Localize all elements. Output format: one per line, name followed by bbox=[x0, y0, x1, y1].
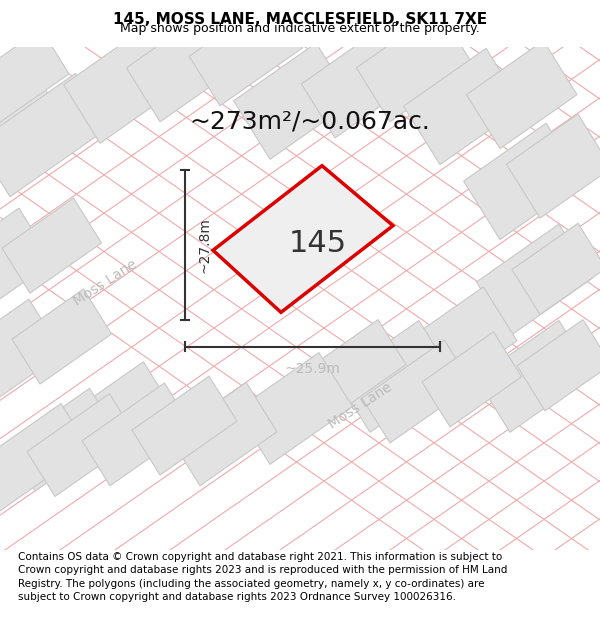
Polygon shape bbox=[236, 352, 353, 464]
Text: 145: 145 bbox=[288, 229, 346, 258]
Polygon shape bbox=[362, 340, 473, 443]
Text: Contains OS data © Crown copyright and database right 2021. This information is : Contains OS data © Crown copyright and d… bbox=[18, 552, 508, 602]
Polygon shape bbox=[2, 198, 101, 293]
Polygon shape bbox=[0, 299, 62, 411]
Polygon shape bbox=[0, 73, 109, 197]
Polygon shape bbox=[213, 166, 393, 312]
Text: Map shows position and indicative extent of the property.: Map shows position and indicative extent… bbox=[120, 22, 480, 35]
Text: ~25.9m: ~25.9m bbox=[284, 362, 340, 376]
Polygon shape bbox=[422, 332, 521, 427]
Polygon shape bbox=[64, 23, 188, 143]
Text: Moss Lane: Moss Lane bbox=[326, 380, 394, 431]
Polygon shape bbox=[27, 394, 137, 496]
Polygon shape bbox=[127, 14, 237, 122]
Polygon shape bbox=[233, 43, 353, 159]
Polygon shape bbox=[0, 404, 89, 518]
Polygon shape bbox=[404, 48, 523, 164]
Polygon shape bbox=[476, 321, 593, 432]
Text: ~273m²/~0.067ac.: ~273m²/~0.067ac. bbox=[190, 110, 430, 134]
Text: Moss Lane: Moss Lane bbox=[71, 257, 139, 308]
Polygon shape bbox=[67, 362, 177, 470]
Polygon shape bbox=[169, 382, 277, 486]
Polygon shape bbox=[12, 289, 112, 384]
Polygon shape bbox=[464, 123, 583, 239]
Polygon shape bbox=[466, 41, 577, 149]
Text: 145, MOSS LANE, MACCLESFIELD, SK11 7XE: 145, MOSS LANE, MACCLESFIELD, SK11 7XE bbox=[113, 12, 487, 27]
Polygon shape bbox=[0, 29, 69, 143]
Polygon shape bbox=[517, 319, 600, 411]
Polygon shape bbox=[7, 388, 118, 491]
Polygon shape bbox=[406, 287, 517, 395]
Polygon shape bbox=[0, 208, 53, 320]
Polygon shape bbox=[189, 0, 302, 106]
Polygon shape bbox=[0, 73, 69, 197]
Polygon shape bbox=[476, 224, 593, 336]
Polygon shape bbox=[132, 376, 237, 475]
Polygon shape bbox=[512, 223, 600, 314]
Polygon shape bbox=[506, 114, 600, 218]
Polygon shape bbox=[337, 321, 452, 432]
Polygon shape bbox=[312, 319, 406, 411]
Polygon shape bbox=[301, 30, 412, 138]
Polygon shape bbox=[356, 10, 473, 122]
Text: ~27.8m: ~27.8m bbox=[197, 217, 211, 273]
Polygon shape bbox=[82, 383, 193, 486]
